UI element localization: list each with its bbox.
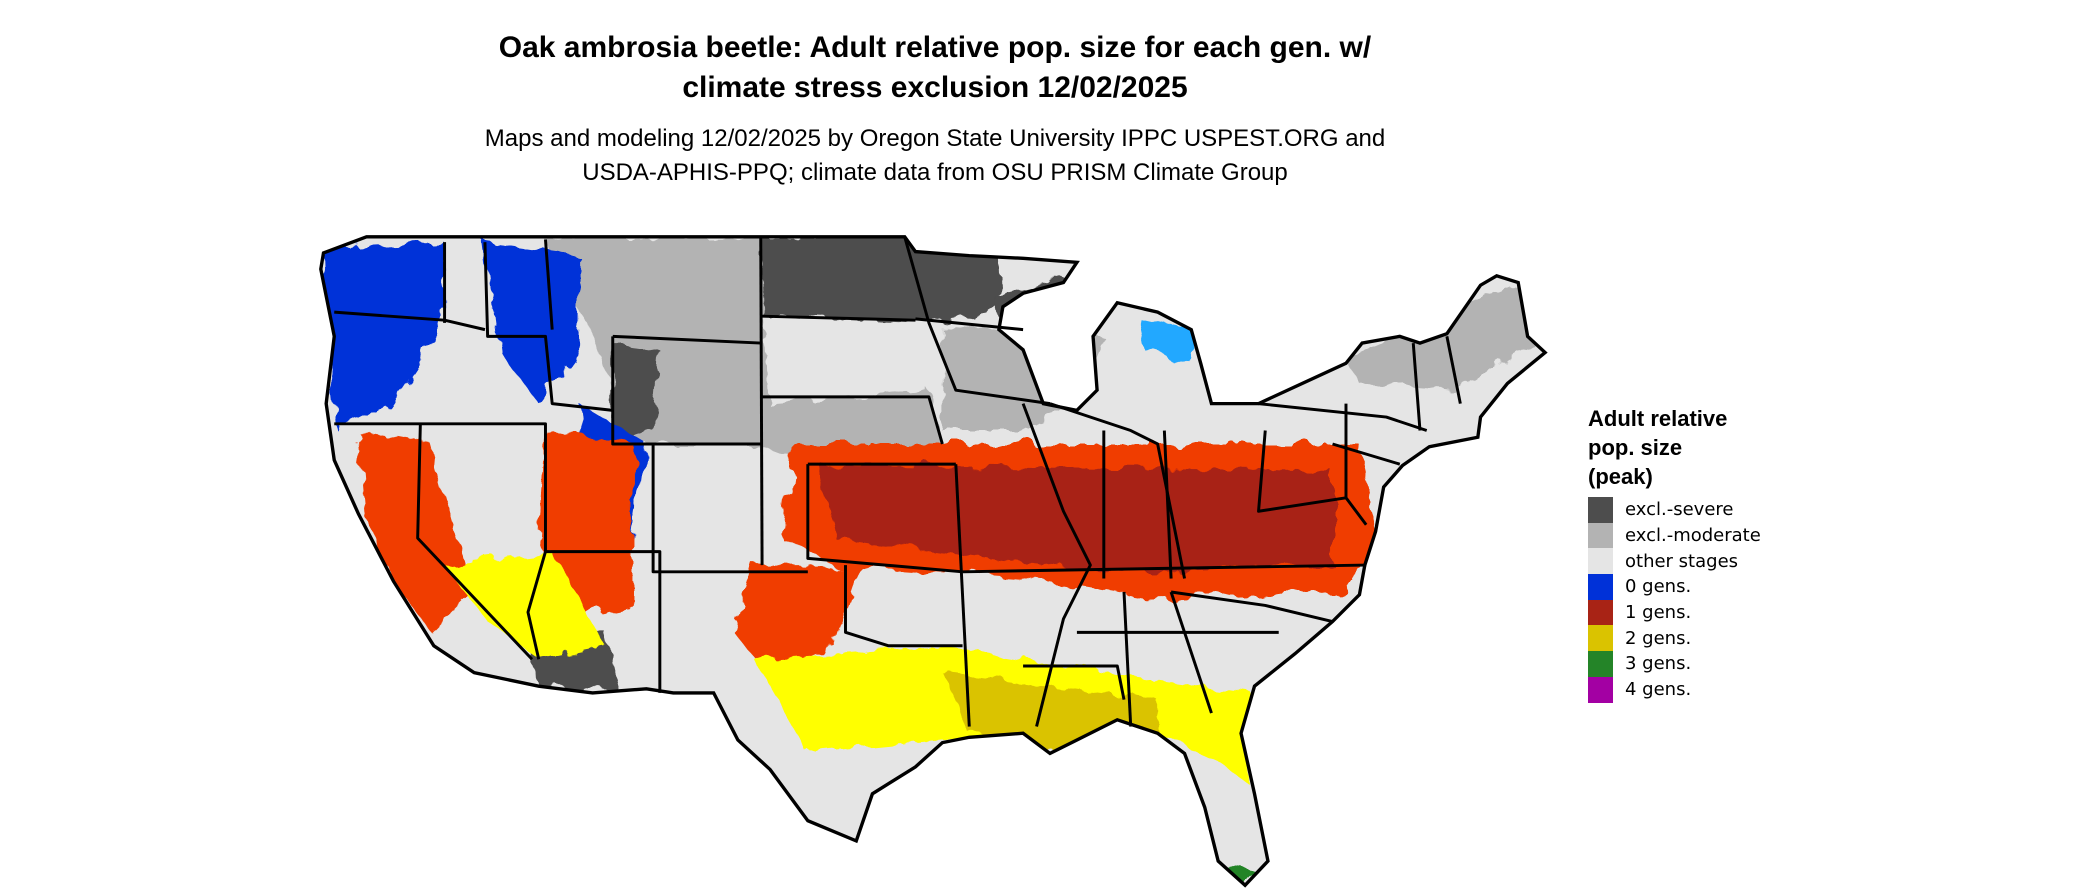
zero-gens-idaho: [484, 242, 580, 404]
two-gens-desert: [444, 551, 607, 660]
legend-title-line: pop. size: [1588, 435, 1683, 460]
light-blue-michigan: [1137, 316, 1198, 364]
legend-swatch: [1588, 522, 1613, 549]
map-title: Oak ambrosia beetle: Adult relative pop.…: [0, 28, 1870, 108]
state-border: [1122, 591, 1133, 727]
legend-title: Adult relative pop. size (peak): [1588, 404, 1761, 491]
state-border: [903, 236, 1051, 406]
state-border: [611, 336, 761, 446]
state-border: [545, 550, 662, 693]
state-border: [962, 563, 1367, 574]
state-border: [334, 422, 547, 552]
legend-title-line: (peak): [1588, 464, 1653, 489]
map-subtitle: Maps and modeling 12/02/2025 by Oregon S…: [0, 122, 1870, 190]
state-border: [1021, 403, 1092, 727]
legend-swatch: [1588, 625, 1613, 652]
state-border: [762, 395, 944, 445]
one-gen-texas-panhandle: [733, 565, 862, 673]
legend-item: 3 gens.: [1588, 651, 1761, 677]
state-border: [651, 443, 808, 574]
state-border: [954, 464, 971, 727]
legend-swatch: [1588, 497, 1613, 523]
state-border: [1023, 664, 1126, 700]
legend-swatch: [1588, 548, 1613, 575]
legend-items: excl.-severe excl.-moderate other stages 0 …: [1588, 497, 1761, 703]
map-fill: [320, 236, 1546, 886]
excl-severe-north: [760, 236, 999, 323]
legend-label: 2 gens.: [1625, 627, 1692, 649]
zero-gens-northwest: [323, 242, 445, 431]
us-outline: [319, 235, 1548, 888]
state-border: [612, 334, 761, 345]
legend-swatch: [1588, 599, 1613, 626]
state-border: [1344, 403, 1368, 526]
legend-label: other stages: [1625, 550, 1739, 572]
legend-swatch: [1588, 676, 1613, 703]
legend-label: excl.-severe: [1625, 499, 1734, 521]
state-border: [1445, 336, 1462, 404]
state-border: [1332, 442, 1401, 466]
state-border: [1411, 342, 1422, 431]
legend-swatch: [1588, 574, 1613, 600]
state-border: [1049, 402, 1186, 579]
one-gen-california: [357, 430, 472, 633]
legend-title-line: Adult relative: [1588, 406, 1728, 431]
state-border: [483, 242, 613, 412]
legend-item: other stages: [1588, 548, 1761, 575]
legend-item: 0 gens.: [1588, 574, 1761, 600]
state-border: [543, 239, 554, 330]
legend-label: 3 gens.: [1625, 653, 1692, 675]
title-line-1: Oak ambrosia beetle: Adult relative pop.…: [498, 31, 1372, 64]
legend-label: 4 gens.: [1625, 679, 1692, 701]
state-border: [915, 317, 1024, 332]
legend-item: excl.-severe: [1588, 497, 1761, 523]
legend-label: 1 gens.: [1625, 602, 1692, 624]
state-border: [759, 236, 764, 566]
state-border: [1169, 591, 1213, 714]
state-border: [1257, 430, 1347, 513]
state-border: [762, 314, 916, 322]
legend-item: excl.-moderate: [1588, 522, 1761, 549]
state-border: [526, 551, 547, 660]
state-border: [806, 464, 963, 574]
title-line-2: climate stress exclusion 12/02/2025: [682, 71, 1188, 104]
subtitle-line-1: Maps and modeling 12/02/2025 by Oregon S…: [484, 125, 1386, 152]
state-boundaries: [334, 236, 1462, 727]
legend-item: 2 gens.: [1588, 625, 1761, 652]
state-border: [1170, 590, 1333, 624]
state-border: [844, 565, 963, 648]
legend-label: excl.-moderate: [1625, 525, 1761, 547]
state-border: [1162, 430, 1173, 579]
legend: Adult relative pop. size (peak) excl.-se…: [1588, 404, 1761, 703]
legend-item: 1 gens.: [1588, 599, 1761, 626]
legend-item: 4 gens.: [1588, 676, 1761, 703]
one-gen-band-dark: [821, 464, 1333, 572]
subtitle-line-2: USDA-APHIS-PPQ; climate data from OSU PR…: [582, 159, 1288, 186]
state-border: [416, 423, 534, 661]
state-border: [1258, 402, 1428, 432]
excl-severe-wyoming: [612, 343, 660, 444]
legend-label: 0 gens.: [1625, 576, 1692, 598]
legend-swatch: [1588, 651, 1613, 677]
